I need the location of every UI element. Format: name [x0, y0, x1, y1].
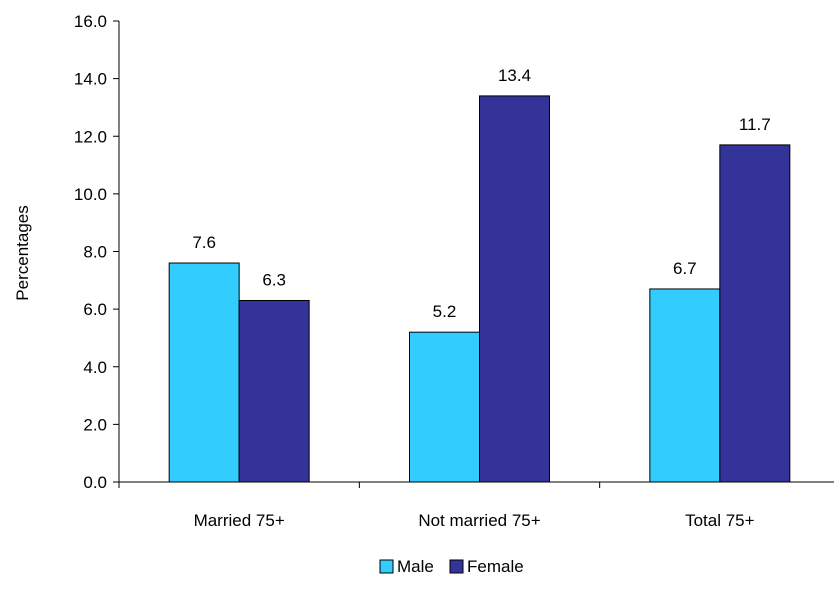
- bar-female-2: [479, 95, 550, 483]
- y-axis: 0.0 2.0 4.0 6.0 8.0 10.0 12.0 14.0 16.0: [74, 12, 120, 492]
- data-label: 13.4: [498, 66, 531, 85]
- data-label: 11.7: [739, 115, 771, 134]
- bar-female-1: [238, 299, 310, 483]
- bar-group: [168, 95, 791, 483]
- bar-female-3: [719, 144, 791, 483]
- bar-male-2: [409, 331, 480, 483]
- y-tick-label: 4.0: [83, 358, 107, 377]
- legend-swatch-female: [449, 559, 464, 574]
- data-label: 5.2: [433, 302, 457, 321]
- data-label: 6.7: [673, 259, 697, 278]
- x-tick-label: Total 75+: [685, 511, 755, 530]
- x-tick-label: Not married 75+: [418, 511, 540, 530]
- bar-male-3: [649, 288, 721, 483]
- y-tick-label: 8.0: [83, 243, 107, 262]
- y-tick-label: 6.0: [83, 300, 107, 319]
- data-label-group: 7.6 6.3 5.2 13.4 6.7 11.7: [192, 66, 770, 321]
- y-tick-label: 16.0: [74, 12, 107, 31]
- legend: Male Female: [379, 557, 524, 576]
- y-axis-label: Percentages: [13, 205, 32, 300]
- y-tick-label: 12.0: [74, 127, 107, 146]
- data-label: 7.6: [192, 233, 216, 252]
- y-tick-label: 10.0: [74, 185, 107, 204]
- bar-male-1: [168, 262, 240, 483]
- y-tick-label: 14.0: [74, 70, 107, 89]
- legend-label-male: Male: [397, 557, 434, 576]
- legend-label-female: Female: [467, 557, 524, 576]
- x-tick-label: Married 75+: [194, 511, 285, 530]
- data-label: 6.3: [262, 270, 286, 289]
- y-tick-label: 0.0: [83, 473, 107, 492]
- legend-swatch-male: [379, 559, 394, 574]
- y-tick-label: 2.0: [83, 415, 107, 434]
- x-axis: Married 75+ Not married 75+ Total 75+: [118, 481, 834, 530]
